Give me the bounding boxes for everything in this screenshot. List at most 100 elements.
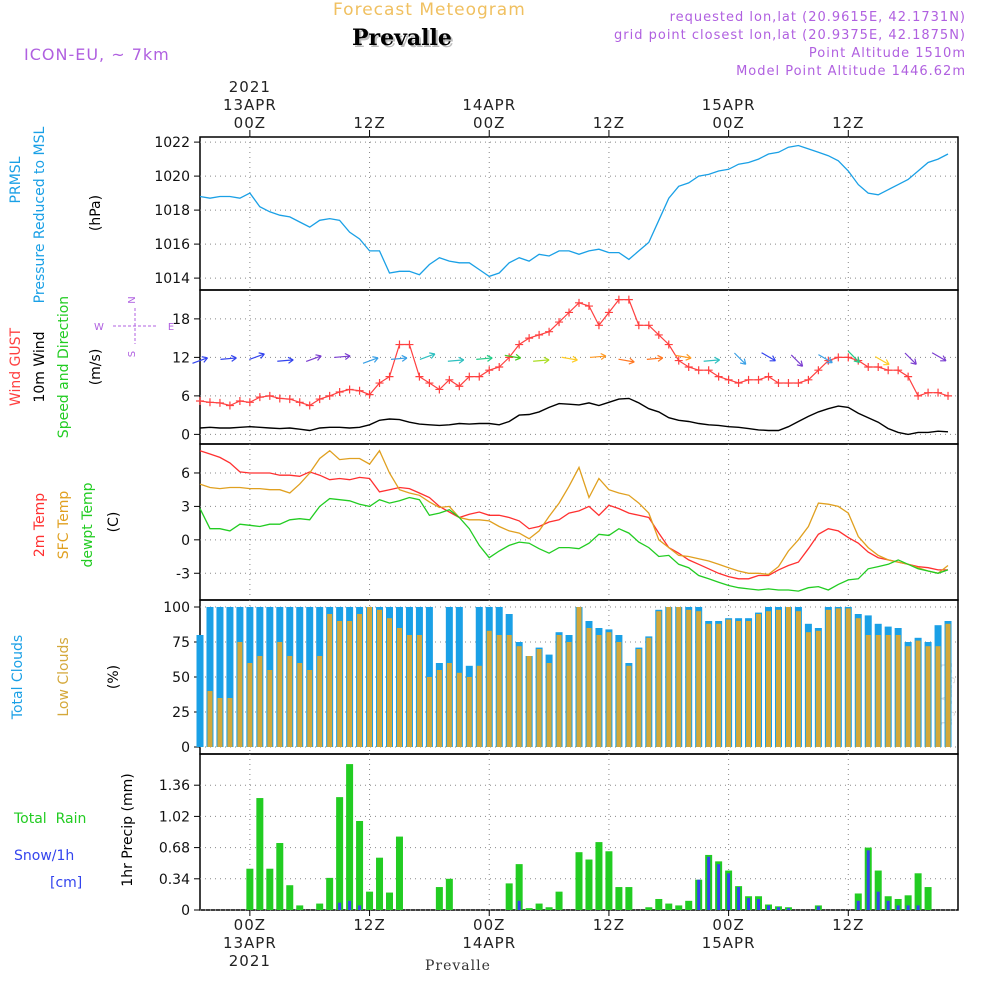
- wind-direction-arrow: [533, 356, 550, 364]
- wind-arrow-head: [600, 352, 607, 360]
- wind-arrow-shaft: [874, 356, 890, 366]
- gust-point: [505, 353, 514, 362]
- y-tick-label: 1014: [154, 271, 190, 287]
- wind-direction-arrow: [847, 350, 861, 363]
- wind-arrow-shaft: [589, 355, 606, 359]
- gust-point: [435, 385, 444, 394]
- gust-point: [275, 394, 284, 403]
- low-cloud-bar: [566, 642, 572, 747]
- low-cloud-bar: [257, 656, 263, 747]
- rain-bar: [435, 887, 443, 910]
- low-cloud-bar: [576, 607, 582, 747]
- rain-bar: [445, 878, 453, 910]
- gust-point: [445, 375, 454, 384]
- wind-line: [199, 397, 949, 436]
- y-tick-label: 0: [181, 903, 190, 919]
- bottom-date-label: 15APR: [702, 934, 756, 952]
- grid-coords: grid point closest lon,lat (20.9375E, 42…: [614, 28, 966, 43]
- low-cloud-bar: [666, 607, 672, 747]
- wind-direction-arrow: [419, 352, 436, 361]
- gust-point: [904, 372, 913, 381]
- wind-arrow-head: [685, 353, 692, 361]
- gust-point: [844, 353, 853, 362]
- rain-bar: [625, 887, 633, 910]
- low-cloud-bar: [606, 632, 612, 747]
- low-cloud-bar: [446, 663, 452, 747]
- y-tick-label: 1020: [154, 169, 190, 185]
- pressure-line: [199, 144, 949, 278]
- gust-point: [255, 393, 264, 402]
- rain-bar: [874, 870, 882, 910]
- rain-bar: [266, 868, 274, 910]
- gust-point: [425, 379, 434, 388]
- snow-bar: [896, 905, 900, 910]
- wind-direction-arrow: [904, 352, 917, 365]
- top-year-label: 2021: [229, 78, 271, 96]
- rain-bar: [386, 892, 393, 910]
- wind-unit: (m/s): [88, 349, 104, 386]
- wind-arrow-head: [543, 356, 550, 364]
- bottom-time-label: 00Z: [473, 916, 505, 934]
- wind-arrow-shaft: [447, 359, 464, 362]
- y-tick-label: 3: [181, 499, 190, 515]
- wind-direction-arrow: [220, 354, 237, 362]
- gust-point: [894, 366, 903, 375]
- low-cloud-bar: [357, 614, 363, 747]
- precip-label-unit: [cm]: [50, 875, 82, 891]
- low-cloud-bar: [267, 670, 273, 747]
- wind-arrow-shaft: [561, 356, 578, 361]
- wind-arrow-head: [883, 359, 890, 366]
- bottom-date-label: 14APR: [462, 934, 516, 952]
- snow-bar: [866, 850, 870, 910]
- wind-arrow-head: [315, 354, 322, 361]
- wind-arrow-shaft: [703, 359, 720, 362]
- rain-bar: [346, 764, 354, 910]
- low-cloud-bar: [277, 642, 283, 747]
- wind-arrow-shaft: [192, 357, 208, 364]
- wind-arrow-shaft: [790, 354, 804, 367]
- gust-point: [525, 334, 534, 343]
- snow-bar: [707, 856, 711, 910]
- wind-arrow-shaft: [419, 353, 436, 361]
- y-tick-label: 100: [163, 600, 190, 616]
- y-tick-label: 50: [172, 670, 190, 686]
- low-cloud-bar: [586, 628, 592, 747]
- wind-arrow-head: [230, 354, 237, 362]
- low-cloud-bar: [247, 663, 253, 747]
- rain-bar: [555, 891, 563, 910]
- top-time-label: 12Z: [353, 114, 385, 132]
- low-cloud-bar: [546, 663, 552, 747]
- rain-bar: [515, 864, 523, 910]
- wind-direction-arrow: [561, 355, 578, 363]
- cloud-unit: (%): [106, 665, 122, 689]
- low-cloud-bar: [536, 649, 542, 747]
- snow-bar: [816, 906, 820, 910]
- wind-arrow-shaft: [220, 357, 237, 360]
- gust-point: [555, 318, 564, 327]
- top-time-label: 00Z: [473, 114, 505, 132]
- wind-arrow-head: [769, 355, 776, 362]
- gust-point: [335, 388, 344, 397]
- y-tick-label: 1018: [154, 203, 190, 219]
- y-tick-label: 0: [181, 740, 190, 756]
- temp-label-dewpt: dewpt Temp: [80, 482, 96, 567]
- requested-coords: requested lon,lat (20.9615E, 42.1731N): [669, 10, 966, 25]
- gust-point: [614, 295, 623, 304]
- y-tick-label: 75: [172, 635, 190, 651]
- wind-arrow-shaft: [618, 358, 635, 363]
- gust-point: [644, 321, 653, 330]
- rain-bar: [326, 877, 334, 910]
- low-cloud-bar: [676, 607, 682, 747]
- low-cloud-bar: [496, 635, 502, 747]
- rain-bar: [256, 798, 264, 910]
- gust-point: [485, 366, 494, 375]
- snow-bar: [517, 900, 521, 910]
- temp2m-line: [199, 450, 948, 580]
- low-cloud-bar: [626, 665, 632, 747]
- gust-point: [245, 398, 254, 407]
- wind-arrow-head: [714, 356, 720, 364]
- bottom-time-label: 00Z: [712, 916, 744, 934]
- low-cloud-bar: [646, 637, 652, 747]
- wind-arrow-shaft: [476, 357, 493, 360]
- wind-direction-arrow: [931, 352, 947, 362]
